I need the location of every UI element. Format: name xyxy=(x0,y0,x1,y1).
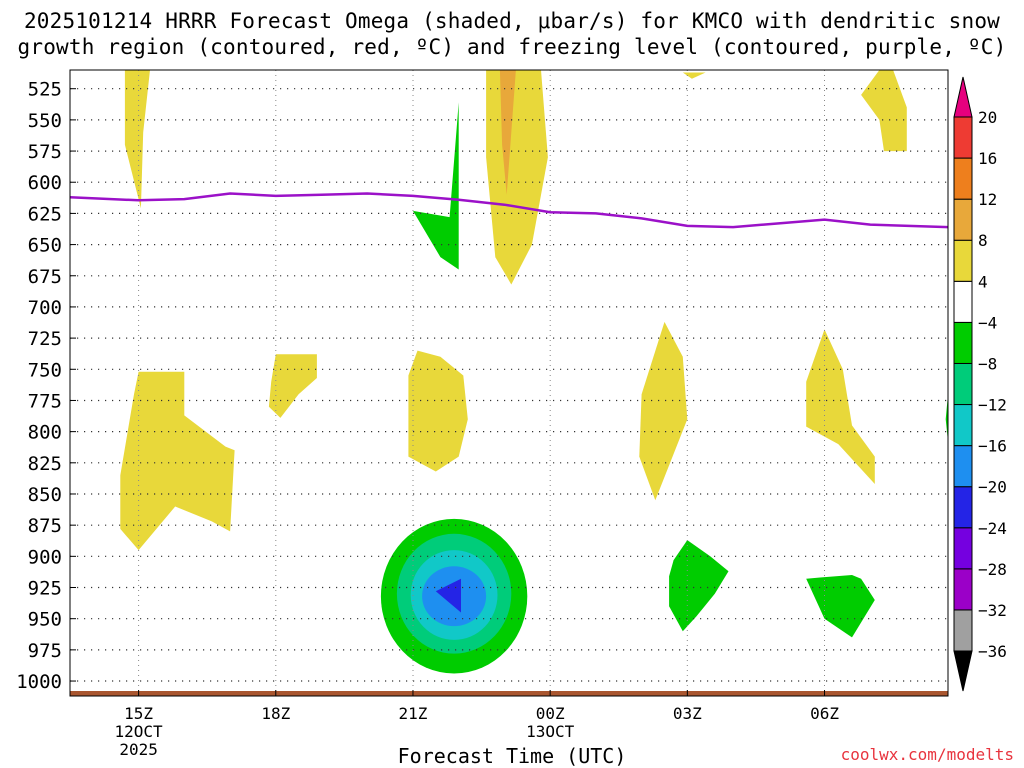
chart-title-line-1: 2025101214 HRRR Forecast Omega (shaded, … xyxy=(23,9,1001,33)
colorbar-cell-2 xyxy=(953,568,973,611)
y-tick-label-800: 800 xyxy=(28,422,62,444)
y-tick-label-775: 775 xyxy=(28,390,62,412)
colorbar-cell-5 xyxy=(953,445,973,488)
y-tick-label-825: 825 xyxy=(28,453,62,475)
surface-terrain xyxy=(70,691,948,696)
omega-region-11 xyxy=(945,394,948,442)
omega-region-6 xyxy=(120,371,235,551)
y-tick-label-950: 950 xyxy=(28,609,62,631)
y-tick-label-900: 900 xyxy=(28,546,62,568)
colorbar-cell-4 xyxy=(953,486,973,529)
omega-region-8 xyxy=(408,350,468,472)
colorbar-label-4: 4 xyxy=(978,272,988,291)
colorbar-label--32: −32 xyxy=(978,601,1007,620)
omega-region-12 xyxy=(669,540,729,632)
y-tick-label-675: 675 xyxy=(28,266,62,288)
y-tick-label-925: 925 xyxy=(28,578,62,600)
y-tick-label-575: 575 xyxy=(28,141,62,163)
x-tick-label-00Z: 00Z xyxy=(536,704,565,723)
y-tick-label-600: 600 xyxy=(28,172,62,194)
colorbar-label--16: −16 xyxy=(978,437,1007,456)
omega-center-core xyxy=(435,578,461,613)
colorbar-label-12: 12 xyxy=(978,190,997,209)
x-tick-sublabel-15Z-1: 2025 xyxy=(119,740,158,759)
chart-title-line-2: growth region (contoured, red, ºC) and f… xyxy=(17,35,1007,59)
colorbar-label--36: −36 xyxy=(978,642,1007,661)
freezing-level-line xyxy=(70,192,948,229)
colorbar-label-8: 8 xyxy=(978,231,988,250)
omega-region-13 xyxy=(806,575,875,638)
colorbar-cell-10 xyxy=(953,239,973,282)
y-tick-label-625: 625 xyxy=(28,203,62,225)
x-tick-sublabel-00Z-0: 13OCT xyxy=(526,722,575,741)
x-tick-label-06Z: 06Z xyxy=(810,704,839,723)
colorbar-cell-9 xyxy=(953,280,973,323)
y-tick-label-550: 550 xyxy=(28,110,62,132)
colorbar-cell-8 xyxy=(953,321,973,364)
omega-region-2 xyxy=(499,70,516,195)
y-tick-label-1000: 1000 xyxy=(16,671,62,693)
colorbar-label--20: −20 xyxy=(978,478,1007,497)
omega-region-5 xyxy=(861,70,907,152)
chart-title: 2025101214 HRRR Forecast Omega (shaded, … xyxy=(0,8,1024,60)
colorbar: −36 −32 −28 −24 −20 −16 −12 −8 −4 4 8 12 16 20 xyxy=(953,76,1007,692)
y-tick-label-875: 875 xyxy=(28,515,62,537)
y-axis: 525 550 575 600 625 650 675 700 725 750 775 800 825 8… xyxy=(16,79,76,693)
colorbar-cell-14 xyxy=(953,76,973,118)
x-tick-sublabel-15Z-0: 12OCT xyxy=(115,722,164,741)
contour-overlays xyxy=(70,192,948,696)
colorbar-cell-7 xyxy=(953,362,973,406)
y-tick-label-750: 750 xyxy=(28,359,62,381)
omega-region-3 xyxy=(413,102,459,270)
y-tick-label-850: 850 xyxy=(28,484,62,506)
colorbar-cell-12 xyxy=(953,157,973,200)
omega-region-7 xyxy=(268,354,317,418)
x-axis-title: Forecast Time (UTC) xyxy=(397,744,627,768)
colorbar-label-16: 16 xyxy=(978,149,997,168)
omega-region-4 xyxy=(682,72,706,79)
colorbar-cell-3 xyxy=(953,527,973,570)
colorbar-cell-13 xyxy=(953,116,973,159)
colorbar-label-20: 20 xyxy=(978,108,997,127)
y-tick-label-725: 725 xyxy=(28,328,62,350)
y-tick-label-525: 525 xyxy=(28,79,62,101)
colorbar-label--28: −28 xyxy=(978,560,1007,579)
x-tick-label-21Z: 21Z xyxy=(399,704,428,723)
plot-frame xyxy=(69,69,949,697)
colorbar-label--4: −4 xyxy=(978,313,997,332)
omega-shading xyxy=(120,70,948,674)
y-tick-label-650: 650 xyxy=(28,235,62,257)
colorbar-cell-0 xyxy=(953,650,973,692)
y-tick-label-700: 700 xyxy=(28,297,62,319)
x-tick-label-03Z: 03Z xyxy=(673,704,702,723)
colorbar-cell-6 xyxy=(953,404,973,447)
y-tick-label-975: 975 xyxy=(28,640,62,662)
colorbar-cell-1 xyxy=(953,609,973,652)
omega-region-10 xyxy=(806,329,875,484)
colorbar-cell-11 xyxy=(953,198,973,241)
site-credit: coolwx.com/modelts xyxy=(840,745,1014,764)
x-tick-label-15Z: 15Z xyxy=(124,704,153,723)
colorbar-label--8: −8 xyxy=(978,354,997,373)
colorbar-label--12: −12 xyxy=(978,396,1007,415)
omega-region-0 xyxy=(124,70,150,209)
x-tick-label-18Z: 18Z xyxy=(261,704,290,723)
omega-region-9 xyxy=(639,321,688,501)
omega-region-1 xyxy=(486,70,548,285)
colorbar-label--24: −24 xyxy=(978,519,1007,538)
